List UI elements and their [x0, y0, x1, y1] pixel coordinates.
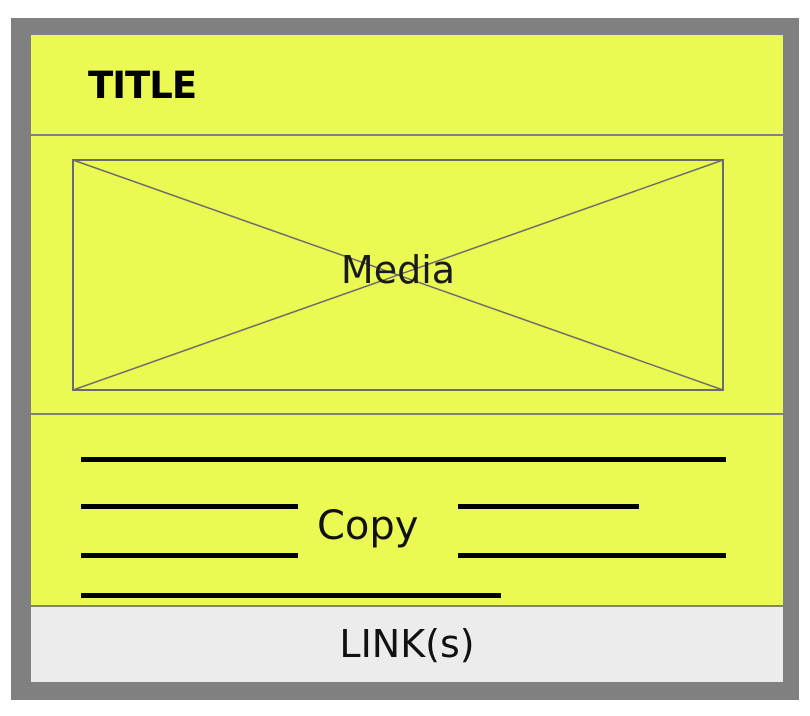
title-section: TITLE	[31, 35, 783, 136]
copy-section: Copy	[31, 415, 783, 605]
copy-line	[81, 457, 726, 462]
links-section[interactable]: LINK(s)	[31, 605, 783, 682]
copy-line	[458, 504, 639, 509]
card-title: TITLE	[88, 64, 197, 107]
wireframe-frame: TITLE Media Copy LINK(s)	[11, 18, 799, 700]
media-section: Media	[31, 136, 783, 415]
copy-line	[81, 504, 298, 509]
copy-line	[81, 553, 298, 558]
copy-label: Copy	[317, 503, 419, 549]
content-card: TITLE Media Copy LINK(s)	[31, 35, 783, 682]
links-label[interactable]: LINK(s)	[339, 622, 475, 666]
copy-line	[81, 593, 501, 598]
media-placeholder: Media	[72, 159, 724, 391]
copy-line	[458, 553, 726, 558]
media-label: Media	[340, 248, 456, 292]
media-placeholder-icon	[72, 159, 724, 391]
